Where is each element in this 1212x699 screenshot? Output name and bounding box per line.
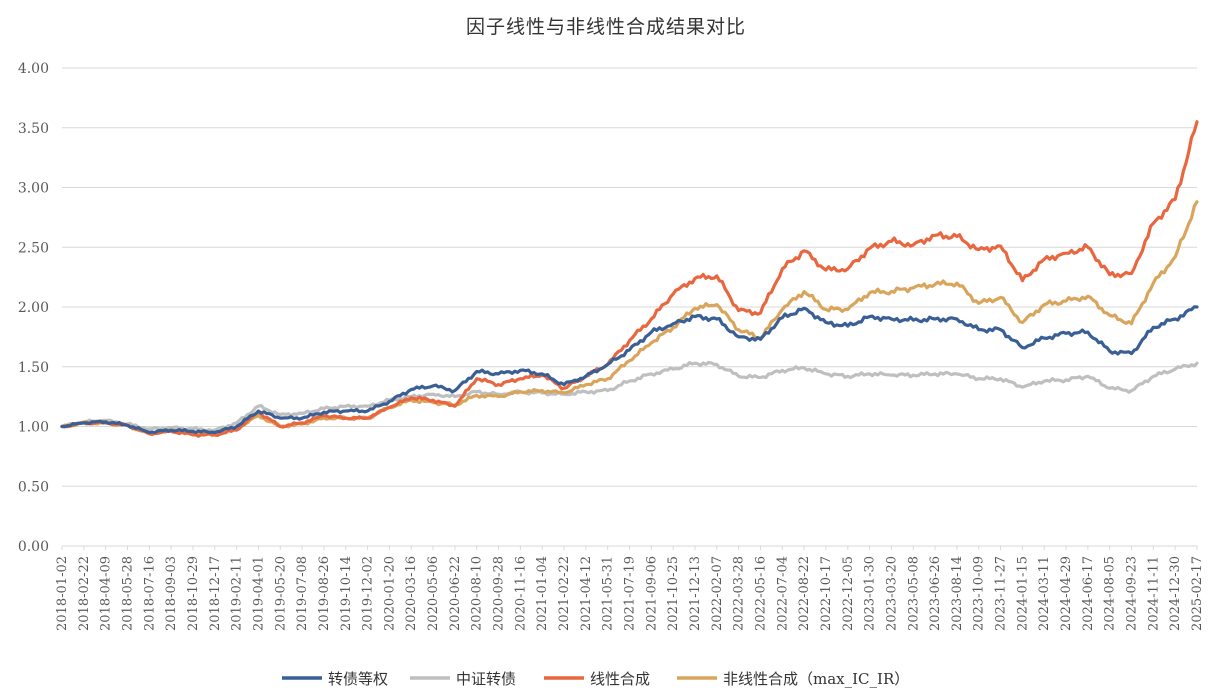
series-line — [60, 200, 1199, 436]
series-line — [60, 360, 1199, 433]
x-tick-label: 2021-04-12 — [579, 556, 594, 631]
y-tick-label: 1.00 — [18, 420, 49, 436]
legend-label: 转债等权 — [328, 670, 388, 688]
x-tick-label: 2021-10-25 — [666, 556, 681, 631]
x-tick-label: 2021-02-22 — [557, 556, 572, 631]
x-tick-label: 2022-08-22 — [797, 556, 812, 631]
x-tick-label: 2023-08-14 — [950, 556, 965, 631]
x-tick-label: 2023-06-26 — [928, 556, 943, 631]
y-tick-label: 3.50 — [18, 121, 49, 137]
x-tick-label: 2022-12-05 — [841, 556, 856, 631]
y-tick-label: 4.00 — [18, 61, 49, 77]
x-tick-label: 2020-11-16 — [513, 556, 528, 631]
series-line — [60, 305, 1199, 435]
x-tick-label: 2024-09-23 — [1125, 556, 1140, 631]
x-tick-label: 2022-07-04 — [775, 556, 790, 631]
x-tick-label: 2022-03-28 — [732, 556, 747, 631]
legend-label: 线性合成 — [590, 670, 650, 688]
x-tick-label: 2022-10-17 — [819, 556, 834, 631]
x-tick-label: 2023-03-20 — [884, 556, 899, 631]
x-tick-label: 2018-01-02 — [55, 556, 70, 631]
x-tick-label: 2025-02-17 — [1190, 556, 1205, 631]
x-tick-label: 2019-05-20 — [273, 556, 288, 631]
x-tick-label: 2020-09-28 — [492, 556, 507, 631]
x-tick-label: 2020-06-22 — [448, 556, 463, 631]
y-tick-label: 2.00 — [18, 300, 49, 316]
x-tick-label: 2019-10-14 — [339, 556, 354, 631]
y-axis-ticks: 0.00 0.50 1.00 1.50 2.00 2.50 3.00 3.50 4.00 — [18, 61, 49, 555]
x-tick-label: 2019-07-08 — [295, 556, 310, 631]
x-tick-label: 2020-01-20 — [382, 556, 397, 631]
x-tick-label: 2024-01-15 — [1015, 556, 1030, 631]
x-tick-label: 2021-07-19 — [623, 556, 638, 631]
x-tick-label: 2022-05-16 — [753, 556, 768, 631]
y-tick-label: 0.50 — [18, 479, 49, 495]
x-tick-label: 2024-06-17 — [1081, 556, 1096, 631]
x-tick-label: 2018-12-17 — [208, 556, 223, 631]
x-tick-label: 2021-05-31 — [601, 556, 616, 631]
x-axis-ticks: 2018-01-02 2018-02-22 2018-04-09 2018-05-28… — [55, 546, 1205, 631]
x-tick-label: 2024-04-29 — [1059, 556, 1074, 631]
chart-title: 因子线性与非线性合成结果对比 — [465, 16, 746, 38]
x-tick-label: 2021-01-04 — [535, 556, 550, 631]
legend: 转债等权 中证转债 线性合成 非线性合成（max_IC_IR） — [282, 670, 909, 688]
x-tick-label: 2024-11-11 — [1146, 556, 1161, 631]
x-tick-label: 2021-09-06 — [644, 556, 659, 631]
y-tick-label: 0.00 — [18, 539, 49, 555]
x-tick-label: 2019-02-11 — [230, 556, 245, 631]
x-tick-label: 2021-12-13 — [688, 556, 703, 631]
x-tick-label: 2023-11-27 — [994, 556, 1009, 631]
x-tick-label: 2023-10-09 — [972, 556, 987, 631]
x-tick-label: 2023-05-08 — [906, 556, 921, 631]
x-tick-label: 2019-04-01 — [251, 556, 266, 631]
x-tick-label: 2020-05-06 — [426, 556, 441, 631]
x-tick-label: 2018-05-28 — [120, 556, 135, 631]
x-tick-label: 2019-12-02 — [361, 556, 376, 631]
x-tick-label: 2018-02-22 — [77, 556, 92, 631]
x-tick-label: 2018-07-16 — [142, 556, 157, 631]
x-tick-label: 2024-12-30 — [1168, 556, 1183, 631]
x-tick-label: 2020-08-10 — [470, 556, 485, 631]
series-lines — [60, 120, 1199, 438]
x-tick-label: 2022-02-07 — [710, 556, 725, 631]
x-tick-label: 2018-09-03 — [164, 556, 179, 631]
y-tick-label: 2.50 — [18, 240, 49, 256]
x-tick-label: 2019-08-26 — [317, 556, 332, 631]
x-tick-label: 2018-04-09 — [99, 556, 114, 631]
y-tick-label: 1.50 — [18, 360, 49, 376]
legend-label: 非线性合成（max_IC_IR） — [723, 670, 909, 688]
x-tick-label: 2024-03-11 — [1037, 556, 1052, 631]
x-tick-label: 2023-01-30 — [863, 556, 878, 631]
series-line — [60, 120, 1199, 438]
x-tick-label: 2024-08-05 — [1103, 556, 1118, 631]
gridlines — [62, 67, 1197, 547]
y-tick-label: 3.00 — [18, 181, 49, 197]
x-tick-label: 2020-03-16 — [404, 556, 419, 631]
legend-label: 中证转债 — [456, 670, 516, 688]
x-tick-label: 2018-10-29 — [186, 556, 201, 631]
